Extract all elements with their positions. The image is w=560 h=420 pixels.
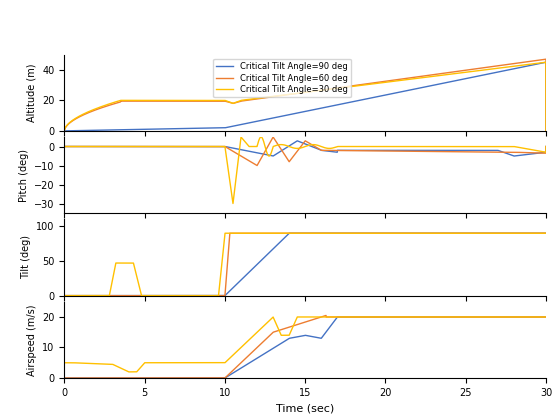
- Critical Tilt Angle=90 deg: [175, 126, 182, 131]
- Critical Tilt Angle=30 deg: [543, 60, 549, 65]
- Y-axis label: Airspeed (m/s): Airspeed (m/s): [27, 304, 37, 375]
- Critical Tilt Angle=30 deg: [173, 98, 180, 103]
- Critical Tilt Angle=60 deg: [242, 98, 249, 103]
- Critical Tilt Angle=30 deg: [175, 98, 182, 103]
- Line: Critical Tilt Angle=90 deg: Critical Tilt Angle=90 deg: [64, 62, 546, 131]
- Critical Tilt Angle=30 deg: [539, 60, 545, 65]
- Critical Tilt Angle=90 deg: [543, 129, 549, 134]
- Critical Tilt Angle=90 deg: [61, 129, 68, 134]
- Critical Tilt Angle=90 deg: [543, 60, 549, 65]
- Critical Tilt Angle=30 deg: [178, 98, 185, 103]
- Legend: Critical Tilt Angle=90 deg, Critical Tilt Angle=60 deg, Critical Tilt Angle=30 d: Critical Tilt Angle=90 deg, Critical Til…: [213, 59, 351, 97]
- Y-axis label: Tilt (deg): Tilt (deg): [21, 236, 31, 279]
- Critical Tilt Angle=60 deg: [539, 57, 545, 62]
- Critical Tilt Angle=30 deg: [242, 97, 249, 102]
- Critical Tilt Angle=90 deg: [242, 121, 249, 126]
- Critical Tilt Angle=60 deg: [173, 99, 180, 104]
- Critical Tilt Angle=30 deg: [543, 129, 549, 134]
- Critical Tilt Angle=60 deg: [543, 129, 549, 134]
- Critical Tilt Angle=90 deg: [173, 126, 180, 131]
- Critical Tilt Angle=60 deg: [543, 57, 549, 62]
- Critical Tilt Angle=60 deg: [61, 129, 68, 134]
- X-axis label: Time (sec): Time (sec): [276, 403, 334, 413]
- Critical Tilt Angle=90 deg: [178, 126, 185, 131]
- Line: Critical Tilt Angle=60 deg: Critical Tilt Angle=60 deg: [64, 59, 546, 131]
- Y-axis label: Pitch (deg): Pitch (deg): [18, 149, 29, 202]
- Line: Critical Tilt Angle=30 deg: Critical Tilt Angle=30 deg: [64, 62, 546, 131]
- Critical Tilt Angle=60 deg: [178, 99, 185, 104]
- Critical Tilt Angle=60 deg: [175, 99, 182, 104]
- Y-axis label: Altitude (m): Altitude (m): [27, 63, 37, 122]
- Critical Tilt Angle=30 deg: [61, 129, 68, 134]
- Critical Tilt Angle=90 deg: [539, 60, 545, 66]
- Critical Tilt Angle=60 deg: [277, 93, 283, 98]
- Critical Tilt Angle=30 deg: [277, 93, 283, 98]
- Critical Tilt Angle=90 deg: [277, 114, 283, 119]
